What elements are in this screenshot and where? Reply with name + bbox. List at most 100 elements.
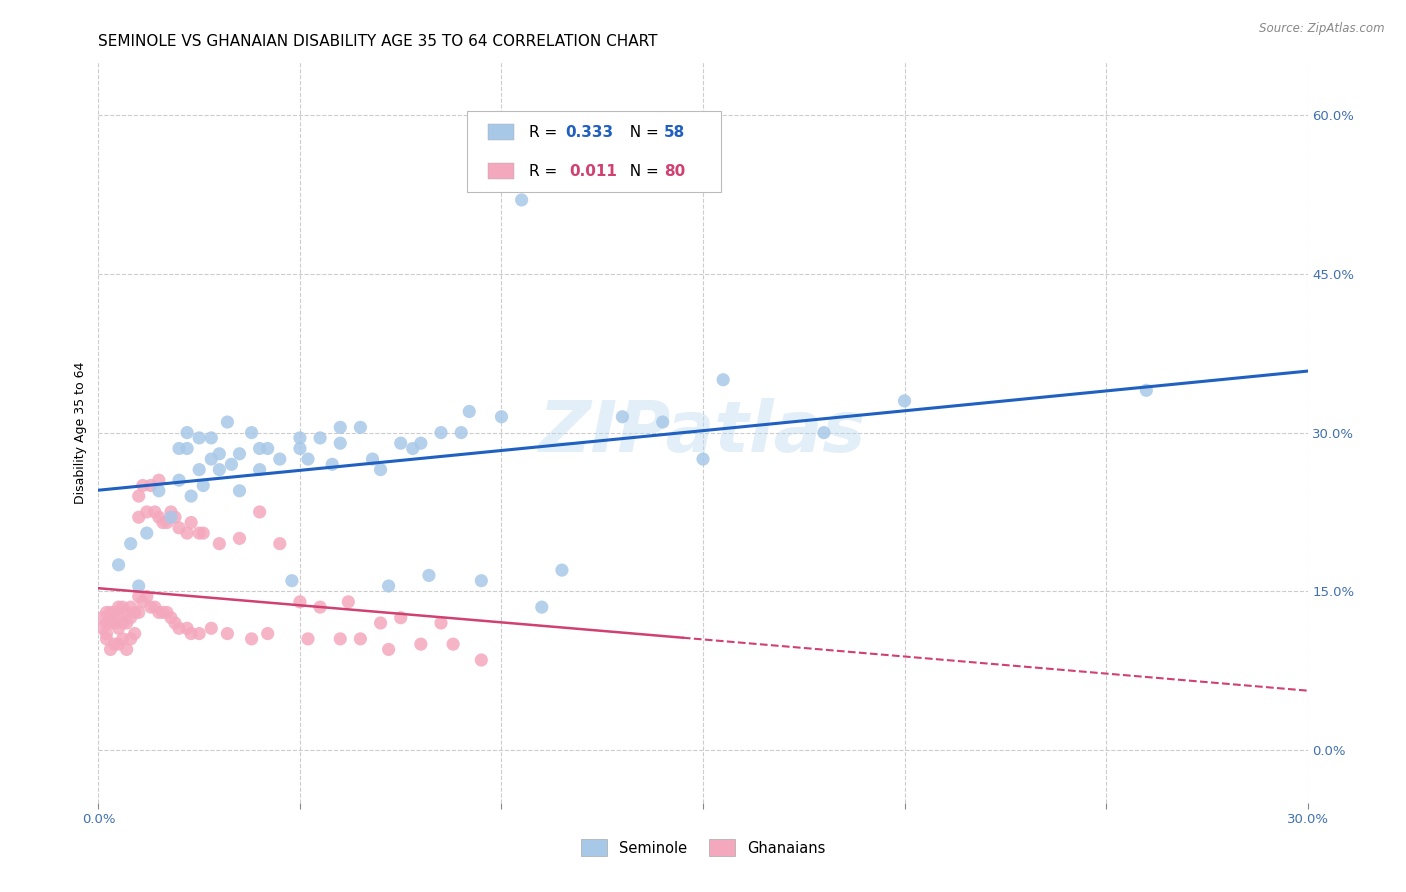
Point <box>1135 384 1157 398</box>
Point <box>389 611 412 625</box>
Point <box>115 615 138 630</box>
Point <box>156 606 179 620</box>
Point <box>813 425 835 440</box>
Point <box>120 537 142 551</box>
Point <box>389 436 412 450</box>
Point <box>256 442 278 456</box>
Text: SEMINOLE VS GHANAIAN DISABILITY AGE 35 TO 64 CORRELATION CHART: SEMINOLE VS GHANAIAN DISABILITY AGE 35 T… <box>98 34 658 49</box>
Point <box>135 505 157 519</box>
Point <box>176 442 198 456</box>
Point <box>430 425 453 440</box>
Point <box>458 404 481 418</box>
Text: ZIPatlas: ZIPatlas <box>540 398 866 467</box>
Point <box>96 606 118 620</box>
Point <box>349 632 371 646</box>
Point <box>180 516 202 530</box>
Point <box>409 637 432 651</box>
Point <box>148 473 170 487</box>
Point <box>193 478 215 492</box>
Point <box>128 489 150 503</box>
Point <box>430 615 453 630</box>
Point <box>128 510 150 524</box>
FancyBboxPatch shape <box>467 111 721 192</box>
Point <box>115 642 138 657</box>
Point <box>200 431 222 445</box>
Point <box>349 420 371 434</box>
Point <box>249 462 271 476</box>
Point <box>139 478 162 492</box>
Point <box>377 642 399 657</box>
Point <box>96 632 118 646</box>
Point <box>208 462 231 476</box>
Point <box>107 621 129 635</box>
Point <box>249 442 271 456</box>
Text: 58: 58 <box>664 125 686 139</box>
Text: 80: 80 <box>664 164 686 178</box>
Point <box>148 483 170 498</box>
Text: R =: R = <box>529 164 567 178</box>
Point <box>240 425 263 440</box>
Point <box>160 510 183 524</box>
Point <box>120 600 142 615</box>
Point <box>551 563 574 577</box>
Point <box>370 462 392 476</box>
Point <box>612 409 634 424</box>
Point <box>152 516 174 530</box>
Point <box>288 442 311 456</box>
Point <box>329 436 352 450</box>
Point <box>176 526 198 541</box>
Point <box>450 425 472 440</box>
Point <box>402 442 425 456</box>
Point <box>309 600 332 615</box>
Point <box>163 615 186 630</box>
Point <box>329 632 352 646</box>
Point <box>176 621 198 635</box>
Point <box>228 532 250 546</box>
Point <box>329 420 352 434</box>
Point <box>470 574 492 588</box>
Point <box>249 505 271 519</box>
Point <box>128 579 150 593</box>
Point <box>111 615 134 630</box>
Point <box>132 478 155 492</box>
Point <box>337 595 360 609</box>
Legend: Seminole, Ghanaians: Seminole, Ghanaians <box>575 834 831 863</box>
Text: 0.011: 0.011 <box>569 164 617 178</box>
Point <box>167 473 190 487</box>
FancyBboxPatch shape <box>488 163 515 179</box>
Point <box>321 458 343 472</box>
Point <box>228 483 250 498</box>
Point <box>200 452 222 467</box>
Point <box>281 574 304 588</box>
Point <box>200 621 222 635</box>
Point <box>107 558 129 572</box>
Point <box>167 442 190 456</box>
Point <box>100 615 122 630</box>
Point <box>217 626 239 640</box>
Point <box>152 606 174 620</box>
Point <box>188 431 211 445</box>
Point <box>180 626 202 640</box>
Point <box>256 626 278 640</box>
Point <box>441 637 464 651</box>
Text: 0.333: 0.333 <box>565 125 613 139</box>
Point <box>111 632 134 646</box>
Point <box>893 393 915 408</box>
Point <box>135 526 157 541</box>
Point <box>269 537 291 551</box>
Point <box>692 452 714 467</box>
Point <box>510 193 533 207</box>
Point <box>120 611 142 625</box>
Point <box>148 510 170 524</box>
Text: N =: N = <box>620 164 664 178</box>
Point <box>470 653 492 667</box>
Point <box>297 452 319 467</box>
Point <box>309 431 332 445</box>
Point <box>107 637 129 651</box>
Point <box>148 606 170 620</box>
Point <box>156 516 179 530</box>
Point <box>143 600 166 615</box>
Point <box>288 431 311 445</box>
Point <box>107 600 129 615</box>
Point <box>491 409 513 424</box>
